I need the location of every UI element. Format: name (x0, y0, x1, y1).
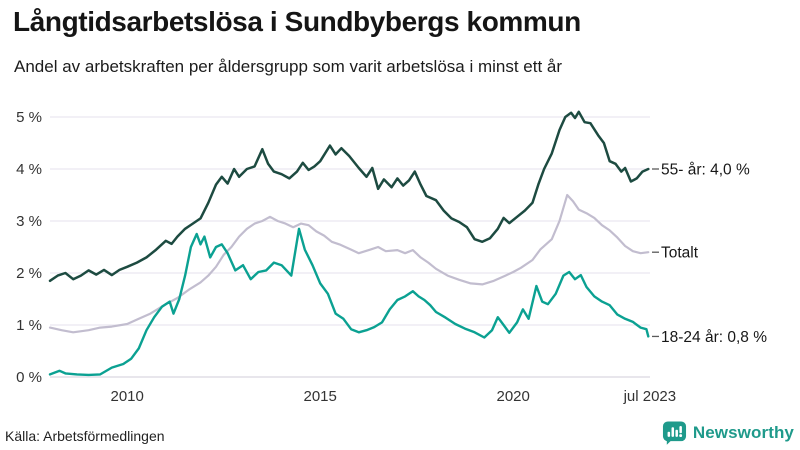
series-line-total (48, 193, 650, 334)
y-tick-label: 2 % (16, 265, 42, 282)
x-tick-label: 2010 (111, 388, 144, 405)
series-end-label-18-24: 18-24 år: 0,8 % (661, 329, 767, 346)
y-tick-label: 0 % (16, 369, 42, 386)
newsworthy-wordmark: Newsworthy (692, 422, 794, 442)
y-tick-label: 3 % (16, 213, 42, 230)
series-end-label-55: 55- år: 4,0 % (661, 162, 750, 179)
series-line-55 (48, 110, 650, 283)
line-chart: 5 % 4 % 3 % 2 % 1 % 0 % 2010 2015 2020 jul 2023 55… (16, 109, 767, 405)
source-credit: Källa: Arbetsförmedlingen (5, 428, 165, 444)
chart-title: Långtidsarbetslösa i Sundbybergs kommun (13, 6, 581, 37)
y-tick-label: 1 % (16, 317, 42, 334)
newsworthy-logo[interactable]: Newsworthy (662, 420, 794, 445)
x-tick-label: 2020 (497, 388, 530, 405)
newsworthy-icon (662, 421, 686, 445)
y-tick-label: 4 % (16, 161, 42, 178)
x-tick-label: 2015 (304, 388, 337, 405)
y-tick-label: 5 % (16, 109, 42, 126)
chart-subtitle: Andel av arbetskraften per åldersgrupp s… (14, 57, 563, 76)
x-tick-label: jul 2023 (623, 388, 677, 405)
series-line-18-24 (48, 227, 650, 377)
series-end-label-total: Totalt (661, 245, 699, 262)
